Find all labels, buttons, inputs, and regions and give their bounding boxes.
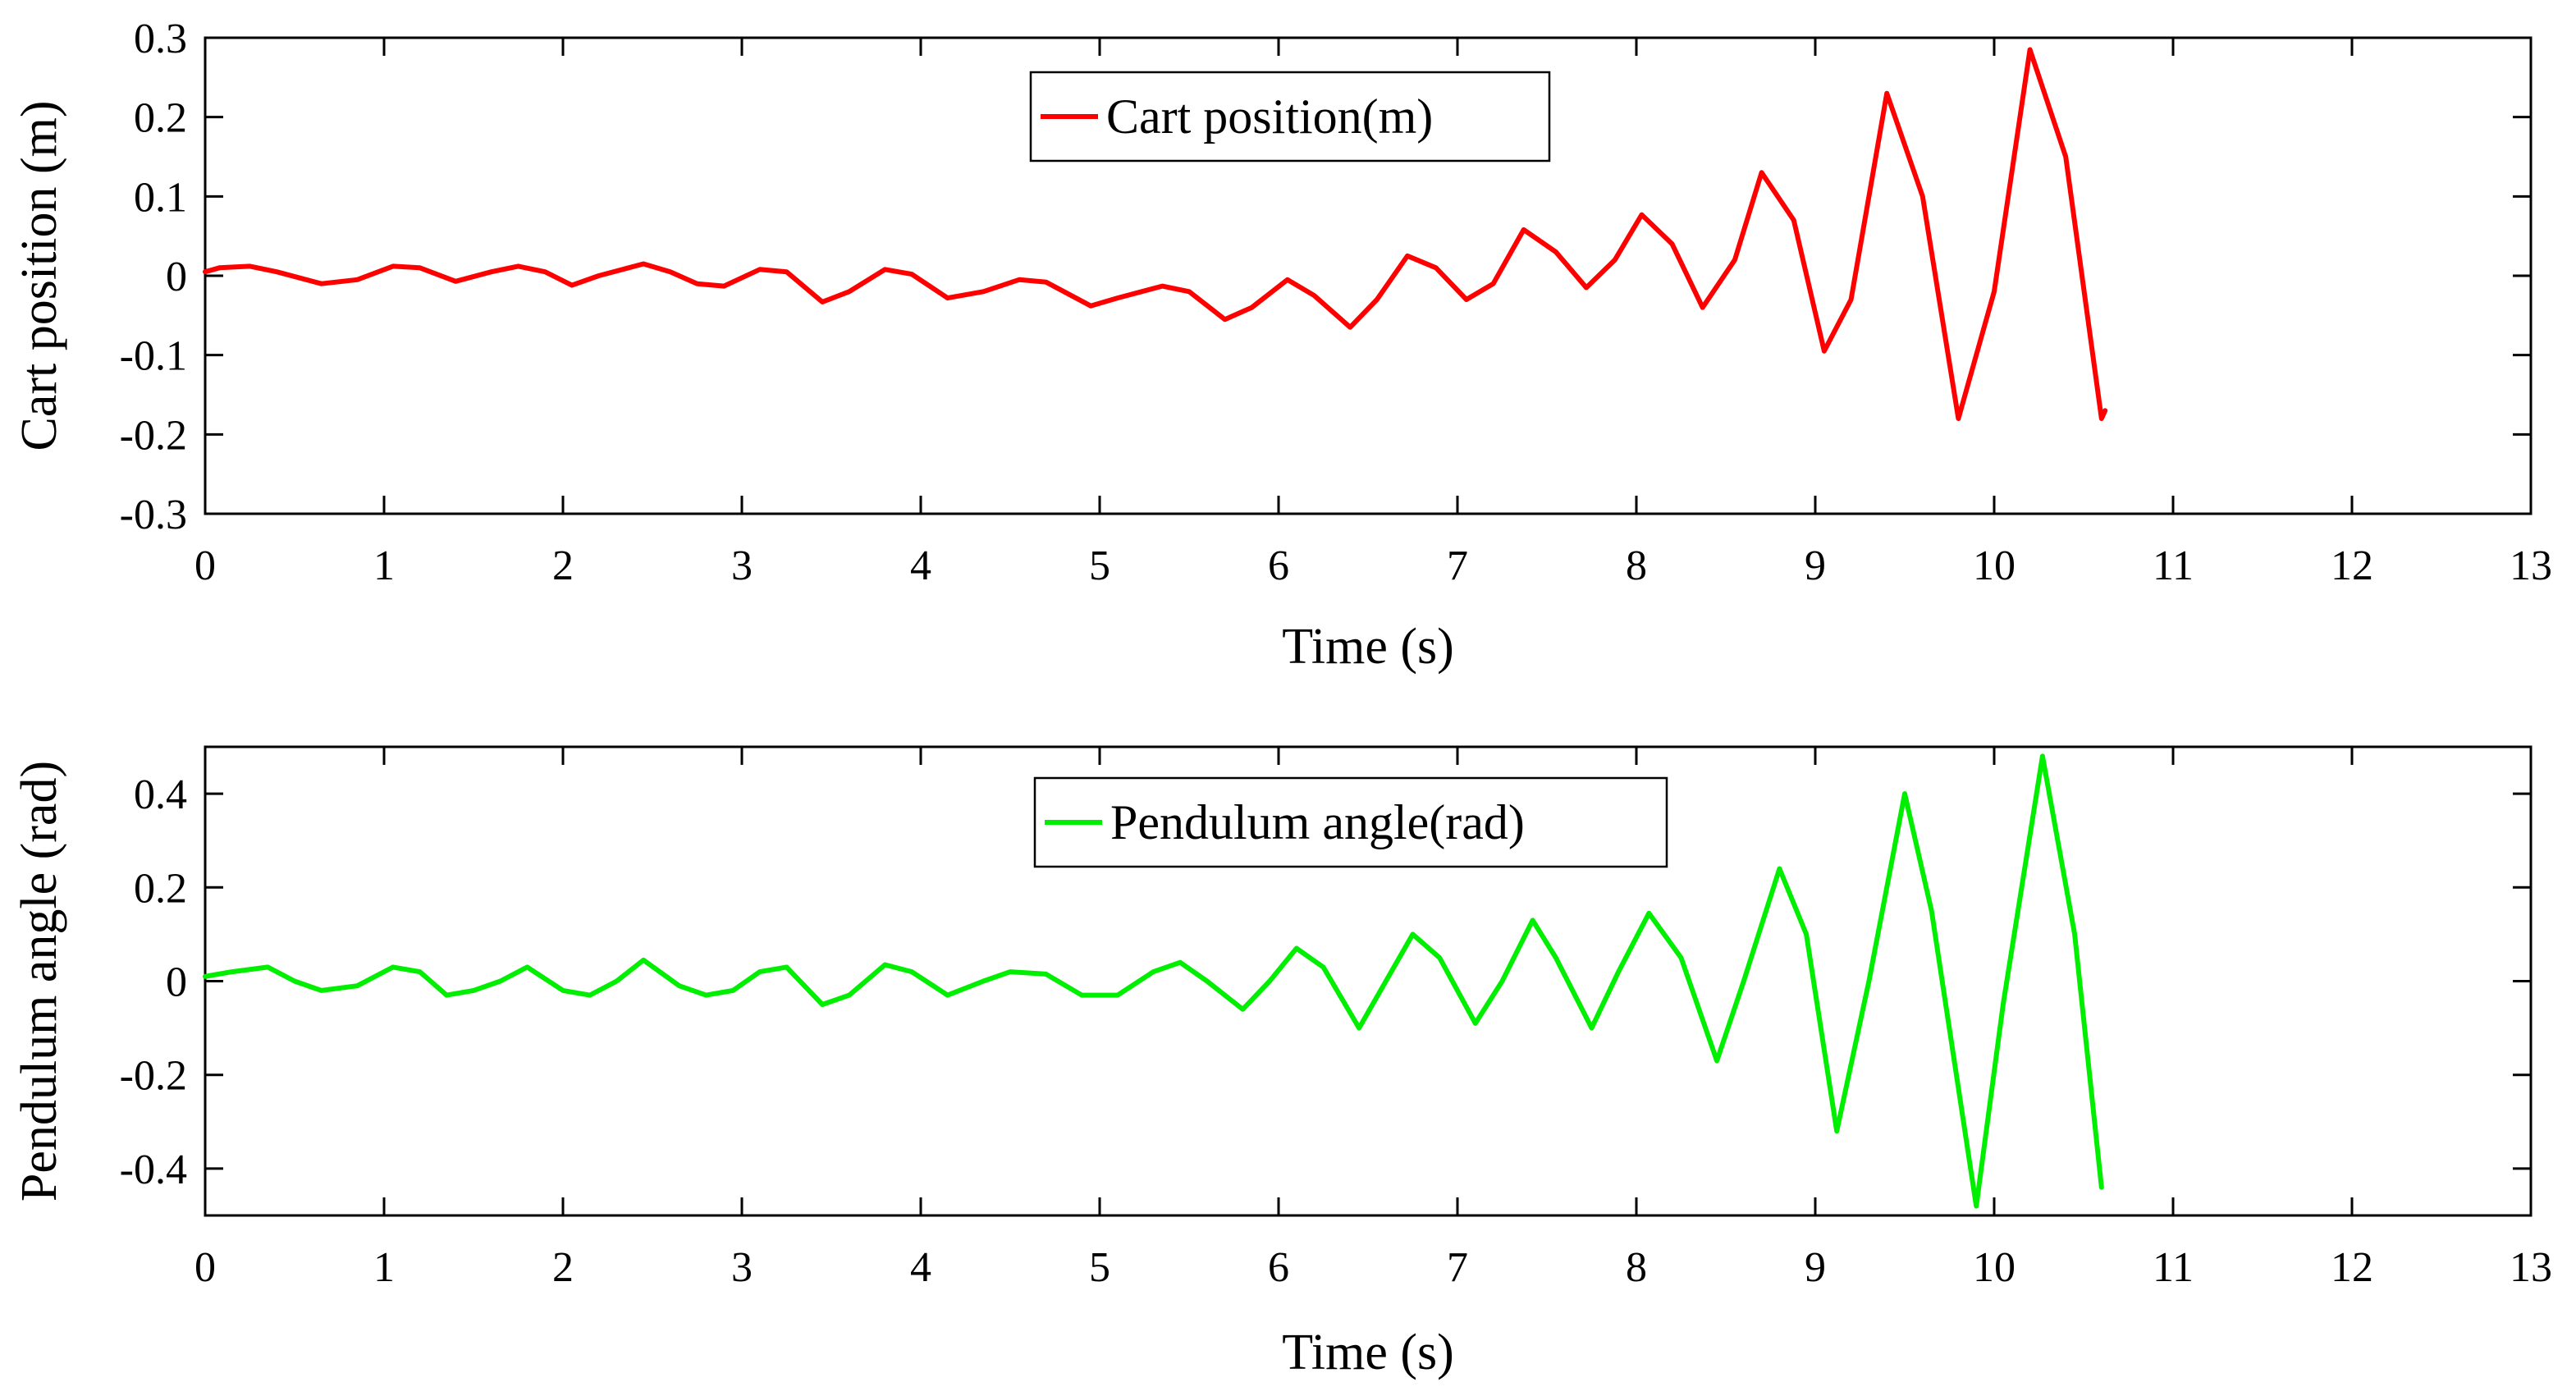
x-tick-label: 6 — [1268, 542, 1289, 589]
x-tick-label: 8 — [1626, 1244, 1647, 1291]
y-tick-label: -0.1 — [120, 333, 187, 380]
series-line-pendulum-angle-rad — [203, 753, 2104, 1209]
x-tick-label: 7 — [1447, 1244, 1468, 1291]
y-tick-label: -0.4 — [120, 1147, 187, 1193]
x-tick-label: 11 — [2153, 542, 2194, 589]
x-tick-label: 3 — [731, 1244, 753, 1291]
x-tick-label: 7 — [1447, 542, 1468, 589]
x-tick-label: 4 — [910, 1244, 931, 1291]
x-tick-label: 3 — [731, 542, 753, 589]
x-tick-label: 2 — [552, 1244, 574, 1291]
y-tick-label: 0.1 — [134, 174, 187, 221]
y-tick-label: 0.3 — [134, 16, 187, 62]
x-tick-label: 1 — [373, 1244, 395, 1291]
x-tick-label: 6 — [1268, 1244, 1289, 1291]
y-axis-label: Pendulum angle (rad) — [11, 761, 67, 1201]
x-axis-label: Time (s) — [1282, 619, 1454, 675]
x-tick-label: 5 — [1089, 542, 1110, 589]
x-tick-label: 0 — [194, 542, 216, 589]
legend-box — [1033, 776, 1668, 868]
x-axis-label: Time (s) — [1282, 1325, 1454, 1380]
x-tick-label: 10 — [1973, 1244, 2016, 1291]
y-tick-label: 0.2 — [134, 95, 187, 142]
x-tick-label: 5 — [1089, 1244, 1110, 1291]
x-tick-label: 9 — [1805, 1244, 1826, 1291]
x-tick-label: 2 — [552, 542, 574, 589]
y-tick-label: 0 — [166, 254, 187, 300]
y-axis-label: Cart position (m) — [11, 100, 67, 451]
x-tick-label: 4 — [910, 542, 931, 589]
x-tick-label: 12 — [2331, 542, 2373, 589]
legend-label: Pendulum angle(rad) — [1110, 795, 1525, 849]
x-tick-label: 11 — [2153, 1244, 2194, 1291]
x-tick-label: 1 — [373, 542, 395, 589]
y-tick-label: 0.2 — [134, 865, 187, 912]
y-tick-label: -0.2 — [120, 412, 187, 459]
y-tick-label: -0.3 — [120, 492, 187, 538]
x-tick-label: 13 — [2510, 1244, 2552, 1291]
cart-position-panel: 0 1 2 3 4 5 6 7 8 9 10 11 12 13-0.3-0.2-0.100.10.20.3… — [11, 16, 2552, 675]
x-tick-label: 8 — [1626, 542, 1647, 589]
y-tick-label: -0.2 — [120, 1053, 187, 1100]
y-tick-label: 0 — [166, 959, 187, 1006]
x-tick-label: 0 — [194, 1244, 216, 1291]
legend-label: Cart position(m) — [1106, 89, 1433, 144]
y-tick-label: 0.4 — [134, 771, 187, 818]
x-tick-label: 13 — [2510, 542, 2552, 589]
legend-box — [1029, 71, 1551, 162]
x-tick-label: 10 — [1973, 542, 2016, 589]
series-line-cart-position-m — [203, 47, 2108, 421]
x-tick-label: 12 — [2331, 1244, 2373, 1291]
x-tick-label: 9 — [1805, 542, 1826, 589]
